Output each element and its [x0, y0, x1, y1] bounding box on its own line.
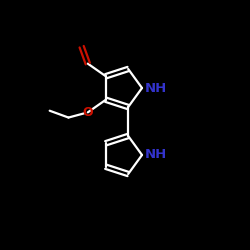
Text: O: O [82, 106, 93, 119]
Text: NH: NH [145, 148, 167, 162]
Text: NH: NH [145, 82, 167, 94]
